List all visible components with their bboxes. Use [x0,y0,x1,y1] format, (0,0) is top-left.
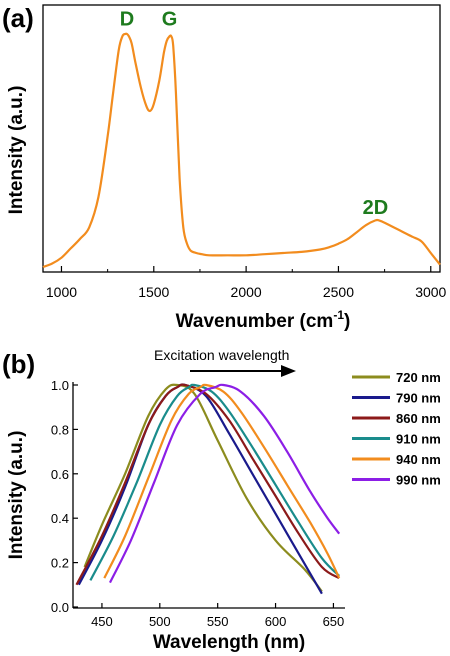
panel-a-x-tick-label: 2000 [231,284,262,300]
panel-b-annotation: Excitation wavelength [154,347,296,377]
panel-b-x-tick-label: 450 [91,614,113,629]
panel-a-y-axis-title: Intensity (a.u.) [6,86,27,215]
panel-b: (b) 450 500 550 600 650 0.0 0.2 0.4 0.6 0.8 1.0 Ex… [2,347,441,653]
panel-b-lines [75,383,341,595]
panel-a-plot-frame [42,4,441,273]
legend-label: 790 nm [396,391,441,406]
panel-b-y-tick-label: 1.0 [51,378,69,393]
legend-label: 990 nm [396,473,441,488]
panel-a-lines [42,32,441,269]
panel-b-y-tick-label: 0.0 [51,600,69,615]
legend-label: 910 nm [396,432,441,447]
panel-b-legend: 720 nm 790 nm 860 nm 910 nm 940 nm 990 nm [352,370,441,488]
panel-b-letter: (b) [2,349,35,379]
legend-label: 720 nm [396,370,441,385]
panel-b-y-tick-label: 0.8 [51,422,69,437]
series-line-790nm [77,383,323,595]
panel-b-x-tick-label: 650 [323,614,345,629]
peak-label-2d: 2D [363,197,389,219]
panel-a-x-tick-label: 1000 [46,284,77,300]
panel-a-x-tick-label: 1500 [138,284,169,300]
series-line-860nm [75,383,340,586]
panel-a-x-tick-label: 3000 [415,284,446,300]
panel-a-x-tick-label: 2500 [323,284,354,300]
panel-a-x-axis-title: Wavenumber (cm-1) [176,308,351,332]
panel-b-x-tick-label: 550 [207,614,229,629]
panel-a: (a) 1000 1500 2000 2500 3000 D G 2D Wavenumber… [2,3,447,332]
panel-b-x-tick-label: 600 [265,614,287,629]
panel-b-ticks: 450 500 550 600 650 0.0 0.2 0.4 0.6 0.8 1.0 [51,378,344,629]
panel-a-x-ticks: 1000 1500 2000 2500 3000 [46,266,447,300]
peak-label-g: G [162,8,178,30]
panel-b-y-axis-title: Intensity (a.u.) [6,431,27,560]
peak-label-d: D [120,8,134,30]
excitation-arrow-head [281,365,296,377]
panel-b-axes [72,382,345,609]
series-line-720nm [83,383,323,593]
panel-b-y-tick-label: 0.2 [51,556,69,571]
panel-b-y-tick-label: 0.4 [51,511,69,526]
legend-label: 860 nm [396,411,441,426]
legend-label: 940 nm [396,452,441,467]
raman-spectrum-line [42,32,441,269]
panel-b-y-tick-label: 0.6 [51,467,69,482]
panel-b-x-tick-label: 500 [149,614,171,629]
panel-a-letter: (a) [2,3,34,33]
panel-b-x-axis-title: Wavelength (nm) [153,632,305,653]
excitation-wavelength-label: Excitation wavelength [154,347,289,363]
panel-a-peak-labels: D G 2D [120,8,388,219]
series-line-990nm [109,383,341,584]
